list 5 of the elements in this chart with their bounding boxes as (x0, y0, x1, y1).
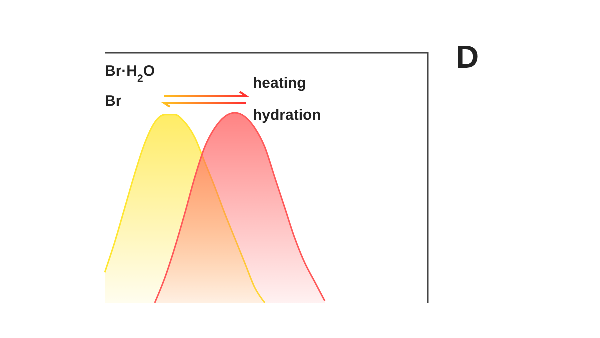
annotation: hydration (253, 107, 322, 124)
text: Br·H$_{2}$O (105, 63, 156, 85)
text: Br (105, 93, 122, 110)
text: heating (253, 75, 306, 92)
text: D (456, 39, 480, 75)
